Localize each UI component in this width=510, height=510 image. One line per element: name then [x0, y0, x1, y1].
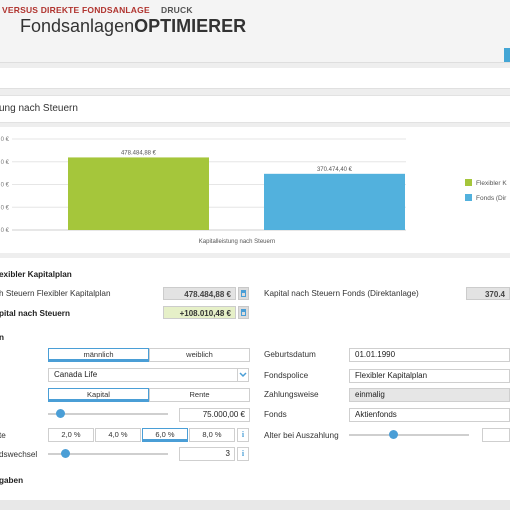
fonds-select[interactable]: Aktienfonds	[349, 408, 510, 422]
gender-male-button[interactable]: männlich	[48, 348, 149, 362]
amount-slider-track[interactable]	[48, 413, 168, 415]
section-bar	[0, 95, 510, 123]
rate-option[interactable]: 4,0 %	[95, 428, 141, 442]
info-icon[interactable]: i	[237, 447, 249, 461]
label-zahlungsweise: Zahlungsweise	[264, 390, 319, 399]
birthdate-input[interactable]: 01.01.1990	[349, 348, 510, 362]
label-geburtsdatum: Geburtsdatum	[264, 350, 316, 359]
app-title: FondsanlagenOPTIMIERER	[20, 16, 247, 36]
label-fonds: Fonds	[264, 410, 287, 419]
tab-bar	[0, 68, 510, 89]
chevron-down-icon[interactable]	[237, 368, 249, 382]
bar-value-label: 370.474,40 €	[317, 167, 353, 173]
label-kapital-flex: h Steuern Flexibler Kapitalplan	[0, 289, 111, 298]
legend-label: Fonds (Dir	[476, 195, 507, 202]
legend-swatch	[465, 194, 472, 201]
y-tick-label: 0 €	[1, 160, 10, 166]
legend-swatch	[465, 179, 472, 186]
x-axis-label: Kapitalleistung nach Steuern	[199, 239, 275, 245]
chart-panel: 0 € 0 € 0 € 0 € 0 € 478.484,88 € 370.474,40 €…	[0, 127, 510, 253]
amount-input[interactable]: 75.000,00 €	[179, 408, 250, 422]
label-rendite: te	[0, 431, 6, 440]
switch-slider-handle[interactable]	[61, 449, 70, 458]
form-heading: exibler Kapitalplan	[0, 270, 72, 279]
tab-versus-direkte-fondsanlage[interactable]: VERSUS DIREKTE FONDSANLAGE	[2, 5, 150, 15]
amount-slider-handle[interactable]	[56, 409, 65, 418]
form-panel	[0, 258, 510, 510]
rate-option[interactable]: 8,0 %	[189, 428, 235, 442]
gender-female-button[interactable]: weiblich	[149, 348, 250, 362]
label-fondswechsel: dswechsel	[0, 450, 38, 459]
alter-input[interactable]	[482, 428, 510, 442]
chart-bar	[68, 157, 209, 230]
bottom-strip	[0, 500, 510, 510]
rate-option[interactable]: 2,0 %	[48, 428, 94, 442]
legend-label: Flexibler K	[476, 180, 507, 187]
zahlungsweise-field: einmalig	[349, 388, 510, 402]
value-mehr-kapital: +108.010,48 €	[163, 306, 236, 319]
label-fondspolice: Fondspolice	[264, 371, 309, 380]
y-tick-label: 0 €	[1, 205, 10, 211]
value-kapital-fonds: 370.4	[466, 287, 510, 300]
section-title: ung nach Steuern	[0, 103, 78, 114]
chart-bar	[264, 173, 405, 230]
y-tick-label: 0 €	[1, 228, 10, 234]
header-corner-tab[interactable]	[504, 48, 510, 62]
fondspolice-select[interactable]: Flexibler Kapitalplan	[349, 369, 510, 383]
y-tick-label: 0 €	[1, 137, 10, 143]
alter-slider-track[interactable]	[349, 434, 469, 436]
alter-slider-handle[interactable]	[389, 430, 398, 439]
switch-count-input[interactable]: 3	[179, 447, 235, 461]
app-header	[0, 0, 510, 63]
label-kapital-fonds: Kapital nach Steuern Fonds (Direktanlage…	[264, 289, 419, 298]
rate-option-selected[interactable]: 6,0 %	[142, 428, 188, 442]
payout-rente-button[interactable]: Rente	[149, 388, 250, 402]
bar-value-label: 478.484,88 €	[121, 150, 157, 156]
tab-druck[interactable]: DRUCK	[161, 5, 193, 15]
payout-kapital-button[interactable]: Kapital	[48, 388, 149, 402]
sub-heading: n	[0, 333, 5, 342]
label-mehr-kapital: pital nach Steuern	[0, 309, 70, 318]
switch-slider-track[interactable]	[48, 453, 168, 455]
label-alter-auszahlung: Alter bei Auszahlung	[264, 431, 339, 440]
footer-heading: gaben	[0, 476, 24, 485]
bar-chart: 0 € 0 € 0 € 0 € 0 € 478.484,88 € 370.474,40 €…	[1, 137, 508, 245]
y-tick-label: 0 €	[1, 183, 10, 189]
insurer-select[interactable]: Canada Life	[48, 368, 238, 382]
info-icon[interactable]: i	[237, 428, 249, 442]
calculator-icon[interactable]	[238, 306, 249, 319]
value-kapital-flex: 478.484,88 €	[163, 287, 236, 300]
calculator-icon[interactable]	[238, 287, 249, 300]
